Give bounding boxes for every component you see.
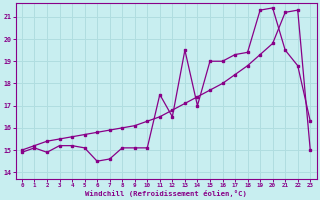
X-axis label: Windchill (Refroidissement éolien,°C): Windchill (Refroidissement éolien,°C) (85, 190, 247, 197)
